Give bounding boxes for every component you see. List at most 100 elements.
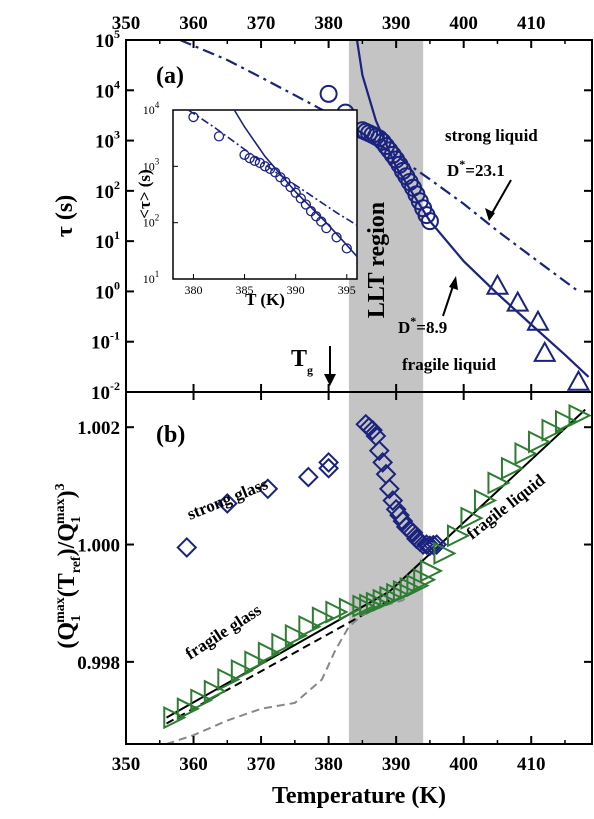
diamond-marker — [257, 478, 279, 500]
inset-x-tick-label: 385 — [236, 283, 254, 297]
y-tick-label-a: 10-2 — [91, 379, 120, 404]
triangle-right-marker — [359, 593, 383, 617]
fit-line-a-solid — [355, 39, 590, 378]
x-tick-label-bottom: 370 — [247, 754, 276, 775]
arrow-fragile-head — [449, 276, 458, 290]
inset-circle-marker — [285, 181, 296, 193]
annotation-strong-glass: strong glass — [184, 474, 270, 524]
triangle-right-marker — [473, 488, 498, 513]
panel-b-y-label: (Q1max(Tref)/Q1max)3 — [53, 483, 84, 648]
inset-circle-marker — [310, 211, 322, 222]
y-tick-label-a: 100 — [95, 278, 120, 303]
triangle-marker — [526, 309, 550, 331]
diamond-marker — [419, 535, 441, 557]
x-tick-label-top: 390 — [382, 13, 411, 34]
annotation-fragile-liquid-a: fragile liquid — [402, 355, 497, 374]
triangle-right-marker — [271, 632, 295, 656]
triangle-marker — [506, 290, 530, 312]
inset-circle-marker — [213, 131, 225, 142]
diamond-marker — [422, 534, 444, 556]
tg-label: Tg — [291, 346, 313, 377]
y-tick-label-a: 105 — [95, 27, 120, 52]
triangle-right-marker — [311, 606, 336, 630]
inset-circle-marker — [188, 111, 199, 123]
diamond-marker — [297, 466, 319, 488]
diamond-marker — [382, 490, 404, 511]
panel-b-frame — [125, 391, 593, 745]
inset-y-tick-label: 104 — [143, 100, 160, 117]
x-tick-label-top: 380 — [314, 13, 343, 34]
triangle-right-marker — [413, 568, 437, 592]
circle-marker — [380, 141, 399, 160]
diamond-marker — [378, 478, 400, 500]
triangle-right-marker — [419, 559, 444, 583]
inset-plot: 380 385 390 395 104 103 102 101 T (K) <τ> (s) — [135, 100, 358, 309]
triangle-right-marker — [217, 667, 241, 692]
triangle-marker — [485, 273, 510, 295]
x-tick-label-top: 400 — [449, 13, 478, 34]
triangle-right-marker — [244, 650, 268, 674]
panel-b-label: (b) — [156, 422, 185, 448]
inset-x-label: T (K) — [245, 290, 285, 309]
circle-marker — [420, 212, 439, 231]
inset-circle-marker — [316, 216, 327, 227]
x-tick-label-bottom: 380 — [314, 754, 343, 775]
diamond-marker — [216, 493, 238, 514]
inset-circle-marker — [244, 152, 255, 164]
inset-fit-solid — [233, 109, 358, 258]
diamond-marker — [368, 440, 390, 462]
x-axis-label: Temperature (K) — [272, 783, 446, 809]
tg-arrow-head — [324, 374, 336, 386]
triangle-right-marker — [352, 594, 376, 618]
y-tick-label-a: 101 — [95, 228, 120, 253]
diamond-marker — [392, 510, 414, 532]
triangle-right-marker — [298, 615, 322, 639]
diamond-marker — [426, 534, 448, 555]
triangle-right-marker — [257, 641, 282, 665]
triangle-right-marker — [284, 623, 309, 648]
y-tick-label-b: 1.002 — [77, 418, 120, 439]
annotation-d-fragile: D*=8.9 — [398, 314, 447, 337]
inset-circle-marker — [264, 163, 276, 175]
triangle-right-marker — [163, 705, 187, 730]
x-tick-label-bottom: 400 — [449, 754, 478, 775]
annotation-strong-liquid: strong liquid — [445, 126, 538, 145]
triangle-right-marker — [568, 403, 592, 428]
triangle-right-marker — [190, 688, 214, 712]
inset-circle-marker — [321, 222, 332, 234]
triangle-right-marker — [541, 418, 565, 442]
y-tick-label-a: 104 — [95, 77, 120, 102]
y-tick-label-b: 0.998 — [77, 653, 120, 674]
y-tick-label-a: 10-1 — [91, 329, 120, 354]
inset-circle-marker — [249, 155, 260, 167]
y-tick-label-a: 102 — [95, 178, 120, 203]
y-tick-label-a: 103 — [95, 128, 120, 153]
diamond-marker — [318, 457, 340, 479]
llt-shaded-region — [348, 40, 424, 392]
diamond-marker — [416, 534, 437, 555]
y-tick-label-b: 1.000 — [77, 536, 120, 557]
triangle-right-marker — [460, 506, 484, 530]
triangle-right-marker — [514, 441, 538, 466]
diamond-marker — [402, 522, 424, 544]
inset-x-tick-label: 395 — [338, 283, 356, 297]
triangle-right-marker — [446, 524, 471, 548]
triangle-marker — [533, 340, 557, 362]
x-tick-label-top: 360 — [179, 13, 208, 34]
diamond-marker — [318, 451, 340, 473]
inset-circle-marker — [295, 193, 306, 204]
llt-shaded-region-b — [348, 392, 424, 744]
inset-circle-marker — [341, 243, 352, 254]
circle-marker — [319, 84, 338, 103]
x-tick-label-top: 410 — [517, 13, 546, 34]
panel-a-label: (a) — [156, 63, 184, 89]
triangle-right-marker — [325, 600, 349, 624]
inset-y-tick-label: 102 — [143, 213, 160, 230]
arrow-strong — [490, 179, 512, 216]
triangle-marker — [566, 369, 591, 391]
triangle-right-marker — [554, 409, 579, 433]
arrow-fragile — [442, 282, 455, 317]
triangle-right-marker — [487, 471, 511, 495]
arrow-strong-head — [485, 208, 495, 221]
